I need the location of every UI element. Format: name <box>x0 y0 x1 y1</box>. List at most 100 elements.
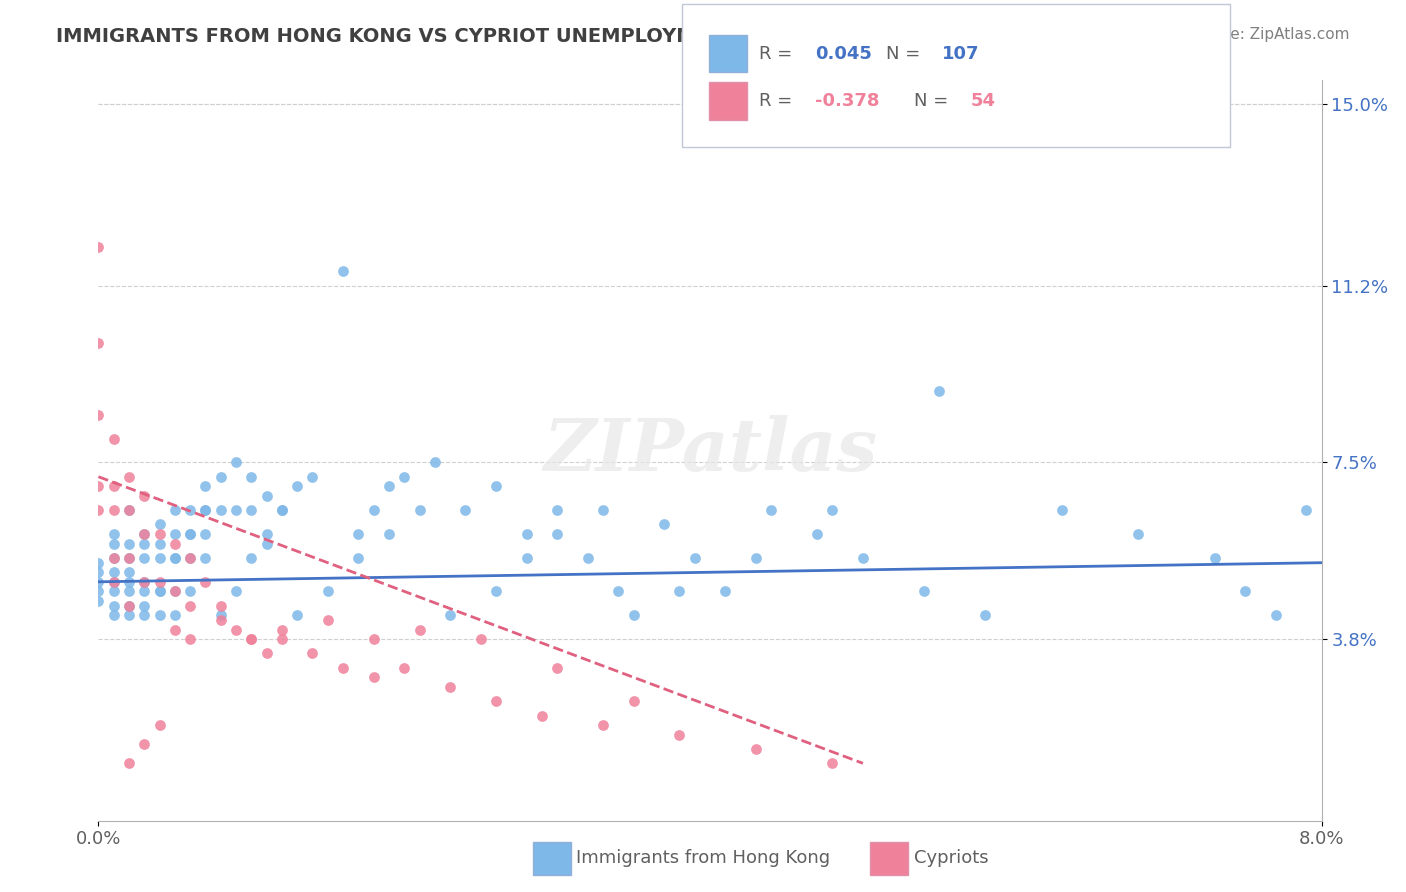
Point <box>163 536 186 550</box>
Point <box>256 647 278 661</box>
Point <box>87 566 110 580</box>
Text: R =: R = <box>759 92 799 110</box>
Point <box>149 517 172 532</box>
Text: ZIPatlas: ZIPatlas <box>543 415 877 486</box>
Point <box>118 550 141 565</box>
Point <box>821 503 844 517</box>
Point <box>118 566 141 580</box>
Point <box>103 550 125 565</box>
Point <box>485 479 508 493</box>
Point <box>194 503 217 517</box>
Point <box>194 527 217 541</box>
Point <box>209 599 232 613</box>
Point <box>163 608 186 623</box>
Point <box>103 527 125 541</box>
Point <box>270 503 294 517</box>
Point <box>163 623 186 637</box>
Point <box>1234 584 1257 599</box>
Point <box>149 584 172 599</box>
Point <box>516 550 538 565</box>
Point <box>103 479 125 493</box>
Point <box>103 608 125 623</box>
Point <box>134 550 156 565</box>
Point <box>149 574 172 589</box>
Point <box>745 742 768 756</box>
Point <box>974 608 997 623</box>
Point <box>163 584 186 599</box>
Point <box>163 527 186 541</box>
Point <box>163 550 186 565</box>
Point <box>623 694 645 708</box>
Point <box>240 469 263 483</box>
Point <box>134 489 156 503</box>
Point <box>179 550 201 565</box>
Point <box>103 536 125 550</box>
Point <box>256 527 278 541</box>
Text: Source: ZipAtlas.com: Source: ZipAtlas.com <box>1187 27 1350 42</box>
Point <box>134 574 156 589</box>
Point <box>134 737 156 751</box>
Point <box>118 550 141 565</box>
Point <box>485 584 508 599</box>
Point <box>179 527 201 541</box>
Point <box>256 536 278 550</box>
Point <box>363 503 385 517</box>
Point <box>149 550 172 565</box>
Point <box>103 574 125 589</box>
Point <box>194 550 217 565</box>
Point <box>118 599 141 613</box>
Point <box>163 503 186 517</box>
Point <box>87 479 110 493</box>
Point <box>1050 503 1073 517</box>
Point <box>118 536 141 550</box>
Point <box>194 574 217 589</box>
Point <box>270 503 294 517</box>
Point <box>103 432 125 446</box>
Text: -0.378: -0.378 <box>815 92 880 110</box>
Point <box>225 455 247 469</box>
Point <box>1204 550 1226 565</box>
Point <box>1264 608 1286 623</box>
Point <box>240 503 263 517</box>
Point <box>240 632 263 647</box>
Point <box>285 479 308 493</box>
Point <box>607 584 630 599</box>
Point <box>806 527 828 541</box>
Point <box>668 728 690 742</box>
Text: Immigrants from Hong Kong: Immigrants from Hong Kong <box>576 849 831 867</box>
Point <box>285 608 308 623</box>
Point <box>316 613 339 627</box>
Point <box>179 503 201 517</box>
Point <box>316 584 339 599</box>
Point <box>87 408 110 422</box>
Point <box>392 661 416 675</box>
Point <box>454 503 477 517</box>
Point <box>103 503 125 517</box>
Point <box>225 584 247 599</box>
Point <box>134 599 156 613</box>
Point <box>118 503 141 517</box>
Point <box>134 584 156 599</box>
Point <box>163 550 186 565</box>
Point <box>485 694 508 708</box>
Point <box>87 503 110 517</box>
Point <box>118 599 141 613</box>
Text: IMMIGRANTS FROM HONG KONG VS CYPRIOT UNEMPLOYMENT CORRELATION CHART: IMMIGRANTS FROM HONG KONG VS CYPRIOT UNE… <box>56 27 979 45</box>
Text: 107: 107 <box>942 45 980 62</box>
Point <box>118 756 141 771</box>
Point <box>347 550 370 565</box>
Point <box>378 479 401 493</box>
Point <box>149 718 172 732</box>
Point <box>209 503 232 517</box>
Point <box>270 623 294 637</box>
Point <box>516 527 538 541</box>
Point <box>1128 527 1150 541</box>
Point <box>332 264 354 278</box>
Point <box>821 756 844 771</box>
Point <box>103 550 125 565</box>
Point <box>363 670 385 684</box>
Point <box>301 647 323 661</box>
Text: 0.045: 0.045 <box>815 45 872 62</box>
Point <box>546 503 568 517</box>
Point <box>530 708 553 723</box>
